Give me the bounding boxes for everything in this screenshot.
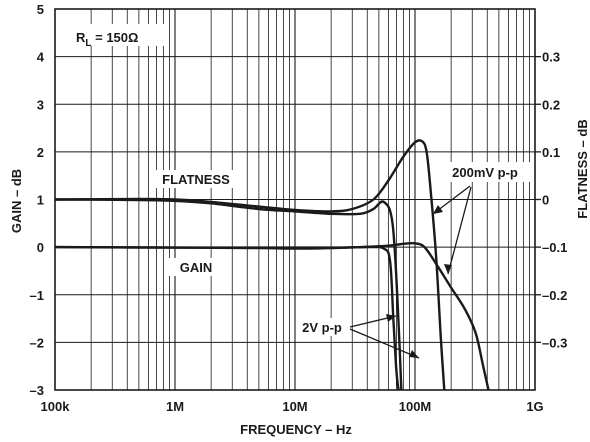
left-axis-title: GAIN – dB bbox=[9, 169, 24, 233]
series-line-1 bbox=[55, 198, 403, 390]
x-tick-label: 100k bbox=[41, 399, 71, 414]
left-tick-label: –2 bbox=[30, 335, 44, 350]
left-tick-label: 4 bbox=[37, 50, 45, 65]
tick-labels: 5 4 3 2 1 0 –1 –2 –3 0.3 0.2 0.1 0 –0.1 –0.2 –0.3 100k 1M… bbox=[30, 2, 568, 414]
load-annotation: RL = 150Ω bbox=[68, 24, 168, 49]
leader-200mv-2 bbox=[447, 186, 472, 275]
right-tick-label: –0.2 bbox=[542, 288, 567, 303]
left-tick-label: 3 bbox=[37, 97, 44, 112]
x-axis-title: FREQUENCY – Hz bbox=[240, 422, 352, 437]
left-tick-label: 0 bbox=[37, 240, 44, 255]
right-tick-label: 0.3 bbox=[542, 50, 560, 65]
left-tick-label: –1 bbox=[30, 288, 44, 303]
rl-label: RL = 150Ω bbox=[76, 30, 138, 49]
leader-2v-2 bbox=[349, 328, 420, 359]
arrowhead bbox=[433, 205, 443, 214]
right-tick-label: –0.3 bbox=[542, 335, 567, 350]
arrowhead bbox=[409, 350, 419, 358]
x-tick-label: 1M bbox=[166, 399, 184, 414]
arrowheads bbox=[386, 205, 452, 358]
left-tick-label: 5 bbox=[37, 2, 44, 17]
left-tick-label: 1 bbox=[37, 193, 44, 208]
flatness-label: FLATNESS bbox=[162, 172, 230, 187]
right-tick-label: 0 bbox=[542, 193, 549, 208]
left-tick-label: 2 bbox=[37, 145, 44, 160]
right-tick-label: 0.2 bbox=[542, 97, 560, 112]
gain-label: GAIN bbox=[180, 260, 213, 275]
arrowhead bbox=[444, 264, 452, 274]
series-line-4 bbox=[55, 241, 490, 390]
right-tick-label: 0.1 bbox=[542, 145, 560, 160]
200mv-pp-label: 200mV p-p bbox=[452, 165, 518, 180]
curves bbox=[55, 139, 490, 390]
x-tick-label: 10M bbox=[282, 399, 307, 414]
2v-pp-label: 2V p-p bbox=[302, 320, 342, 335]
series-line-2 bbox=[55, 139, 446, 390]
x-tick-label: 100M bbox=[399, 399, 432, 414]
arrowhead bbox=[386, 314, 396, 322]
right-tick-label: –0.1 bbox=[542, 240, 567, 255]
right-axis-title: FLATNESS – dB bbox=[575, 119, 590, 218]
left-tick-label: –3 bbox=[30, 383, 44, 398]
x-tick-label: 1G bbox=[526, 399, 543, 414]
